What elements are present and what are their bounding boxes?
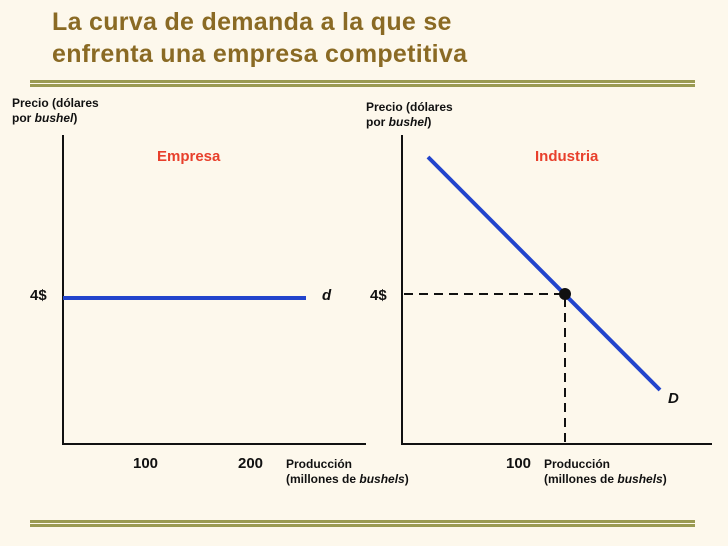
title-line-2: enfrenta una empresa competitiva: [52, 40, 468, 68]
industry-y-axis-label: Precio (dólares por bushel): [366, 100, 453, 129]
industry-tick-100: 100: [506, 455, 532, 472]
firm-x-axis-label: Producción (millones de bushels): [286, 457, 409, 486]
industry-demand-curve-label: D: [668, 390, 679, 407]
industry-demand-curve: [426, 155, 662, 392]
slide-title: La curva de demanda a la que se enfrenta…: [52, 6, 467, 70]
firm-tick-100: 100: [133, 455, 159, 472]
industry-price-label: 4$: [370, 287, 387, 304]
industry-panel-label: Industria: [535, 148, 599, 165]
firm-price-label: 4$: [30, 287, 47, 304]
industry-equilibrium-point: [559, 288, 571, 300]
title-line-1: La curva de demanda a la que se: [52, 8, 452, 36]
firm-panel-label: Empresa: [157, 148, 221, 165]
industry-x-axis-label: Producción (millones de bushels): [544, 457, 667, 486]
firm-demand-curve-label: d: [322, 287, 332, 304]
footer-rule-bottom: [30, 524, 695, 527]
title-rule-bottom: [30, 84, 695, 87]
footer-rule-top: [30, 520, 695, 523]
firm-y-axis-label: Precio (dólares por bushel): [12, 96, 99, 125]
firm-tick-200: 200: [238, 455, 264, 472]
title-rule-top: [30, 80, 695, 83]
